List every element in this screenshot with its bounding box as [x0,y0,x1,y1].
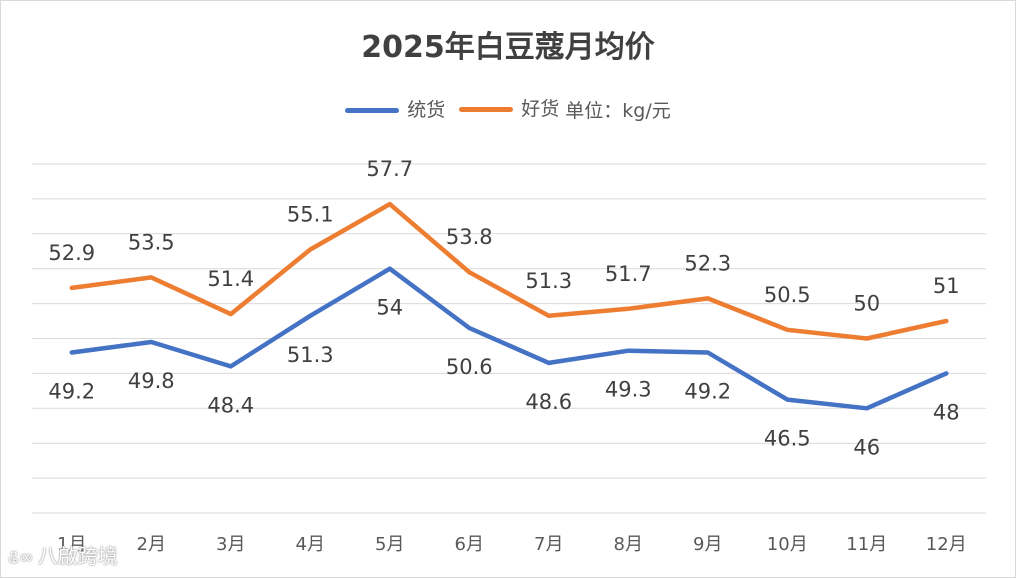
series-line-bulk [69,266,949,411]
x-tick-label: 10月 [767,534,808,555]
data-label-good: 52.3 [684,251,731,275]
legend-label-bulk: 统货 [407,99,446,121]
data-label-bulk: 49.2 [48,379,95,403]
x-tick-label: 5月 [375,534,404,555]
x-tick-label: 9月 [693,534,722,555]
legend: 统货 好货 单位：kg/元 [0,94,1016,123]
data-labels: 49.2 49.8 48.4 51.3 54 50.6 48.6 49.3 49.2 46.5 46… [48,157,959,459]
x-tick-label: 1月 [57,534,86,555]
data-label-good: 51.4 [207,267,254,291]
data-label-bulk: 48.6 [525,390,572,414]
data-label-good: 53.5 [128,230,175,254]
data-label-bulk: 48 [933,400,960,424]
x-tick-label: 6月 [455,534,484,555]
data-label-bulk: 51.3 [287,343,334,367]
data-label-bulk: 48.4 [207,393,254,417]
series-lines [69,201,949,411]
watermark-text: 八啟跨境 [37,544,118,568]
watermark-logo-icon: ଌ∞ [8,547,34,568]
data-label-bulk: 49.2 [684,379,731,403]
legend-swatch-bulk [345,108,400,113]
data-label-bulk: 49.8 [128,369,175,393]
data-label-good: 51 [933,274,960,298]
x-tick-label: 2月 [137,534,166,555]
legend-unit: 单位：kg/元 [565,100,671,122]
legend-swatch-good [459,107,514,112]
data-label-good: 52.9 [48,241,95,265]
data-label-good: 50.5 [764,283,811,307]
data-label-good: 50 [853,292,880,316]
x-tick-label: 8月 [614,534,643,555]
x-tick-label: 4月 [296,534,325,555]
data-label-good: 57.7 [366,157,413,181]
data-label-good: 51.7 [605,262,652,286]
legend-label-good: 好货 [521,98,560,120]
x-tick-label: 12月 [926,534,967,555]
x-axis-ticks: 1月 2月 3月 4月 5月 6月 7月 8月 9月 10月 11月 12月 [57,534,967,555]
x-tick-label: 7月 [534,534,563,555]
data-label-bulk: 46 [853,435,880,459]
data-label-good: 55.1 [287,203,334,227]
legend-item-bulk: 统货 [345,95,445,122]
data-label-bulk: 49.3 [605,378,652,402]
data-label-bulk: 54 [376,296,403,320]
watermark: ଌ∞ 八啟跨境 [8,540,118,569]
chart-title: 2025年白豆蔻月均价 [361,30,655,65]
data-label-good: 51.3 [525,269,572,293]
x-tick-label: 3月 [216,534,245,555]
data-label-bulk: 46.5 [764,427,811,451]
legend-item-good: 好货 单位：kg/元 [459,94,671,123]
series-line-good [69,201,949,341]
gridlines [32,163,986,514]
x-tick-label: 11月 [846,534,887,555]
data-label-bulk: 50.6 [446,355,493,379]
data-label-good: 53.8 [446,225,493,249]
